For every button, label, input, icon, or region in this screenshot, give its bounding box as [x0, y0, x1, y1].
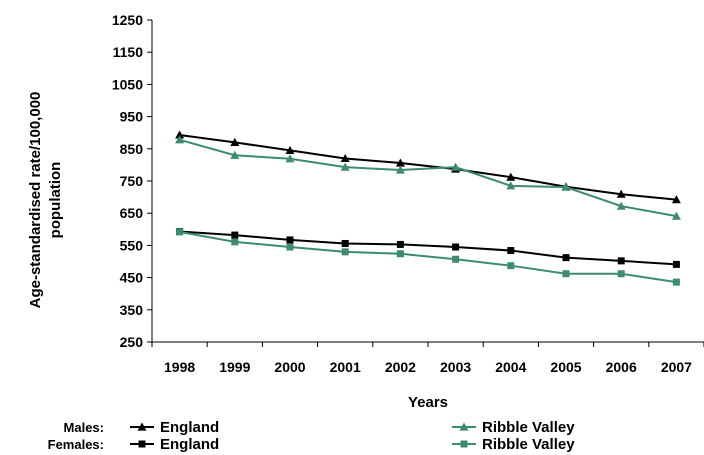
legend-entry-label: Ribble Valley	[482, 436, 575, 453]
legend-swatch-marker	[137, 422, 147, 431]
data-point	[507, 262, 515, 270]
data-point	[561, 182, 571, 191]
x-tick-label: 1998	[164, 359, 195, 375]
data-point	[230, 137, 240, 146]
series-layer	[175, 130, 681, 286]
y-tick-label: 650	[120, 205, 144, 221]
y-tick-label: 550	[120, 237, 144, 253]
series-females-england	[176, 228, 680, 268]
data-point	[507, 247, 515, 255]
data-point	[341, 239, 349, 247]
data-point	[231, 238, 239, 246]
legend-entry-label: England	[160, 419, 219, 436]
data-point	[175, 130, 185, 139]
data-point	[672, 278, 680, 286]
legend-entry-label: Ribble Valley	[482, 419, 575, 436]
data-point	[671, 211, 681, 220]
x-tick-label: 2002	[385, 359, 416, 375]
x-tick-label: 2007	[661, 359, 692, 375]
series-males-england	[175, 130, 681, 204]
data-point	[506, 181, 516, 190]
data-point	[341, 248, 349, 256]
data-point	[562, 270, 570, 278]
data-point	[671, 195, 681, 204]
data-point	[395, 165, 405, 174]
legend-swatch-marker	[459, 422, 469, 431]
axes	[147, 19, 704, 347]
data-point	[340, 162, 350, 171]
data-point	[285, 154, 295, 163]
data-point	[506, 172, 516, 181]
data-point	[562, 254, 570, 262]
legend-swatch-marker	[460, 440, 468, 448]
x-tick-label: 2005	[550, 359, 581, 375]
legend: Males: Females: England Ribble Valley Englan…	[48, 419, 576, 453]
legend-group-label: Males:	[64, 420, 104, 435]
x-tick-label: 2004	[495, 359, 526, 375]
series-females-ribble-valley	[176, 228, 680, 286]
data-point	[286, 243, 294, 251]
x-tick-label: 2003	[440, 359, 471, 375]
data-point	[175, 135, 185, 144]
series-line	[179, 133, 677, 201]
series-males-ribble-valley	[175, 135, 681, 220]
data-point	[395, 158, 405, 167]
y-tick-label: 1050	[112, 76, 143, 92]
data-point	[340, 153, 350, 163]
y-tick-label: 850	[120, 141, 144, 157]
y-axis-title-line-2: population	[47, 162, 64, 239]
data-point	[286, 236, 294, 244]
data-point	[451, 162, 461, 171]
data-point	[231, 231, 239, 239]
data-point	[396, 250, 404, 258]
y-tick-label: 750	[120, 173, 144, 189]
x-tick-label: 2006	[606, 359, 637, 375]
y-axis-title-line-1: Age-standardised rate/100,000	[27, 92, 44, 309]
data-point	[616, 201, 626, 210]
tick-labels: 250 350 450 550 650 750 850 950 1050 1150 1250 1998…	[112, 12, 692, 375]
y-tick-label: 350	[120, 302, 144, 318]
y-tick-label: 950	[120, 109, 144, 125]
x-tick-label: 2001	[330, 359, 361, 375]
data-point	[452, 243, 460, 251]
legend-swatch-marker	[138, 440, 146, 448]
data-point	[230, 150, 240, 159]
data-point	[616, 189, 626, 198]
y-axis-title: Age-standardised rate/100,000 population	[27, 92, 64, 309]
data-point	[617, 270, 625, 278]
x-tick-label: 1999	[219, 359, 250, 375]
data-point	[672, 260, 680, 268]
y-tick-label: 1250	[112, 12, 143, 28]
series-line	[179, 230, 677, 284]
series-line	[179, 230, 677, 266]
legend-group-label: Females:	[48, 437, 104, 452]
data-point	[452, 255, 460, 263]
data-point	[617, 257, 625, 265]
x-axis-title: Years	[408, 394, 448, 411]
x-tick-label: 2000	[274, 359, 305, 375]
y-tick-label: 1150	[113, 44, 144, 60]
legend-entry-label: England	[160, 436, 219, 453]
series-line	[179, 138, 677, 218]
data-point	[176, 228, 184, 236]
data-point	[285, 145, 295, 155]
data-point	[396, 240, 404, 248]
y-tick-label: 250	[120, 334, 144, 350]
y-tick-label: 450	[120, 270, 144, 286]
